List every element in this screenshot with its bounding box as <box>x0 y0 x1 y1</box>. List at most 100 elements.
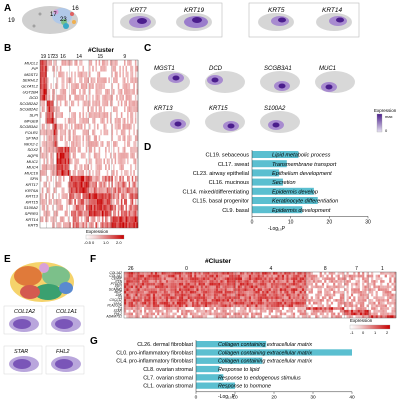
heat-cell <box>52 65 54 72</box>
heat-cell <box>373 288 376 291</box>
heat-cell <box>194 288 197 291</box>
heat-cell <box>56 83 59 90</box>
heat-cell <box>170 315 173 319</box>
heat-cell <box>114 100 117 107</box>
heat-cell <box>63 164 65 171</box>
heat-cell <box>222 290 225 294</box>
heat-cell <box>95 199 98 205</box>
heat-cell <box>268 290 271 294</box>
heat-cell <box>170 274 173 278</box>
heat-cell <box>114 129 117 136</box>
heat-cell <box>308 293 311 297</box>
heat-cell <box>89 199 91 205</box>
heat-cell <box>262 272 265 275</box>
heat-cell <box>148 309 151 313</box>
heat-cell <box>200 293 203 297</box>
heat-cell <box>178 301 182 305</box>
heat-cell <box>386 282 390 286</box>
heat-cell <box>125 164 128 171</box>
heat-cell <box>255 285 258 289</box>
heat-cell <box>130 216 132 223</box>
heat-cell <box>90 65 93 72</box>
heat-cell <box>67 135 70 142</box>
heat-cell <box>141 285 145 289</box>
heat-cell <box>257 293 260 297</box>
heat-cell <box>155 288 158 291</box>
heat-cell <box>319 307 322 310</box>
heat-cell <box>58 193 60 200</box>
heat-cell <box>100 135 102 142</box>
heat-cell <box>244 293 247 297</box>
heat-cell <box>233 290 236 294</box>
heat-cell <box>43 141 46 147</box>
heat-cell <box>74 170 76 176</box>
heat-cell <box>324 282 327 286</box>
heat-cell <box>353 307 356 310</box>
heat-cell <box>366 280 369 283</box>
heat-cell <box>288 299 291 302</box>
heat-cell <box>109 164 112 171</box>
heat-cell <box>226 280 230 283</box>
heat-cell <box>330 272 334 275</box>
heat-cell <box>244 299 247 302</box>
heat-cell <box>125 204 128 211</box>
heat-cell <box>295 285 298 289</box>
heat-cell <box>317 274 320 278</box>
heat-cell <box>117 152 120 159</box>
heat-cell <box>246 280 249 283</box>
heat-cell <box>222 293 225 297</box>
heat-cell <box>295 296 298 300</box>
heat-cell <box>67 65 70 72</box>
panel-f-legend-tick: 2 <box>386 330 389 335</box>
heat-cell <box>52 100 54 107</box>
heat-cell <box>75 222 78 229</box>
heat-cell <box>128 83 131 90</box>
heat-cell <box>82 117 85 124</box>
heat-cell <box>362 299 365 302</box>
heat-cell <box>192 301 195 305</box>
heat-cell <box>178 304 182 308</box>
heat-cell <box>137 299 140 302</box>
gene-label: MGP <box>114 290 122 294</box>
heat-cell <box>301 285 305 289</box>
heat-cell <box>130 175 132 182</box>
heat-cell <box>250 277 254 281</box>
heat-cell <box>79 181 81 188</box>
heat-cell <box>277 307 280 310</box>
heat-cell <box>288 288 291 291</box>
heat-cell <box>237 274 240 278</box>
heat-cell <box>50 123 53 130</box>
heat-cell <box>250 282 254 286</box>
heat-cell <box>368 272 372 275</box>
heat-cell <box>375 301 378 305</box>
heat-cell <box>165 307 169 310</box>
heat-cell <box>53 216 56 223</box>
heat-cell <box>366 293 369 297</box>
heat-cell <box>46 65 49 72</box>
heat-cell <box>89 77 91 84</box>
heat-cell <box>66 158 68 165</box>
heat-cell <box>105 141 107 147</box>
heat-cell <box>181 304 184 308</box>
heat-cell <box>273 315 276 319</box>
heat-cell <box>130 146 132 153</box>
heat-cell <box>59 94 62 101</box>
heat-cell <box>264 307 267 310</box>
heat-cell <box>97 170 99 176</box>
heat-cell <box>335 280 338 283</box>
heat-cell <box>375 304 378 308</box>
heat-cell <box>50 199 53 205</box>
heat-cell <box>139 312 143 316</box>
heat-cell <box>163 277 166 281</box>
heat-cell <box>53 100 56 107</box>
heat-cell <box>43 94 46 101</box>
heat-cell <box>43 123 46 130</box>
heat-cell <box>131 164 134 171</box>
heat-cell <box>231 309 234 313</box>
heat-cell <box>71 83 73 90</box>
heat-cell <box>43 106 46 113</box>
heat-cell <box>122 222 125 229</box>
heat-cell <box>384 296 387 300</box>
heat-cell <box>362 301 365 305</box>
heat-cell <box>84 88 86 95</box>
